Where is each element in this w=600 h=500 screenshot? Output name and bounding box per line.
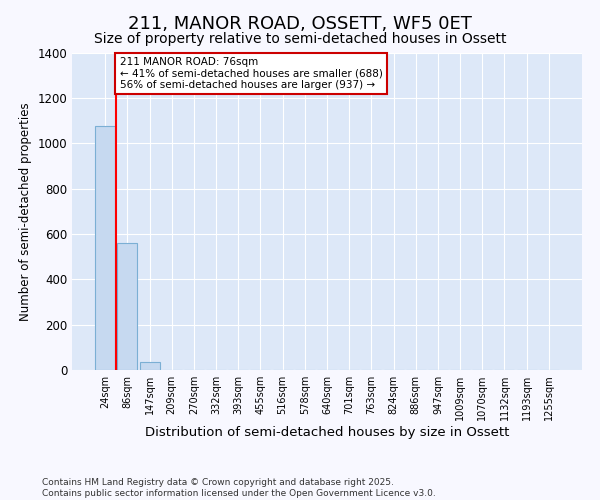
Text: Contains HM Land Registry data © Crown copyright and database right 2025.
Contai: Contains HM Land Registry data © Crown c…: [42, 478, 436, 498]
Bar: [95, 126, 115, 370]
X-axis label: Distribution of semi-detached houses by size in Ossett: Distribution of semi-detached houses by …: [145, 426, 509, 439]
Text: 211 MANOR ROAD: 76sqm
← 41% of semi-detached houses are smaller (688)
56% of sem: 211 MANOR ROAD: 76sqm ← 41% of semi-deta…: [119, 57, 382, 90]
Bar: [118, 243, 137, 370]
Y-axis label: Number of semi-detached properties: Number of semi-detached properties: [19, 102, 32, 320]
Text: 211, MANOR ROAD, OSSETT, WF5 0ET: 211, MANOR ROAD, OSSETT, WF5 0ET: [128, 15, 472, 33]
Bar: [140, 362, 160, 370]
Text: Size of property relative to semi-detached houses in Ossett: Size of property relative to semi-detach…: [94, 32, 506, 46]
